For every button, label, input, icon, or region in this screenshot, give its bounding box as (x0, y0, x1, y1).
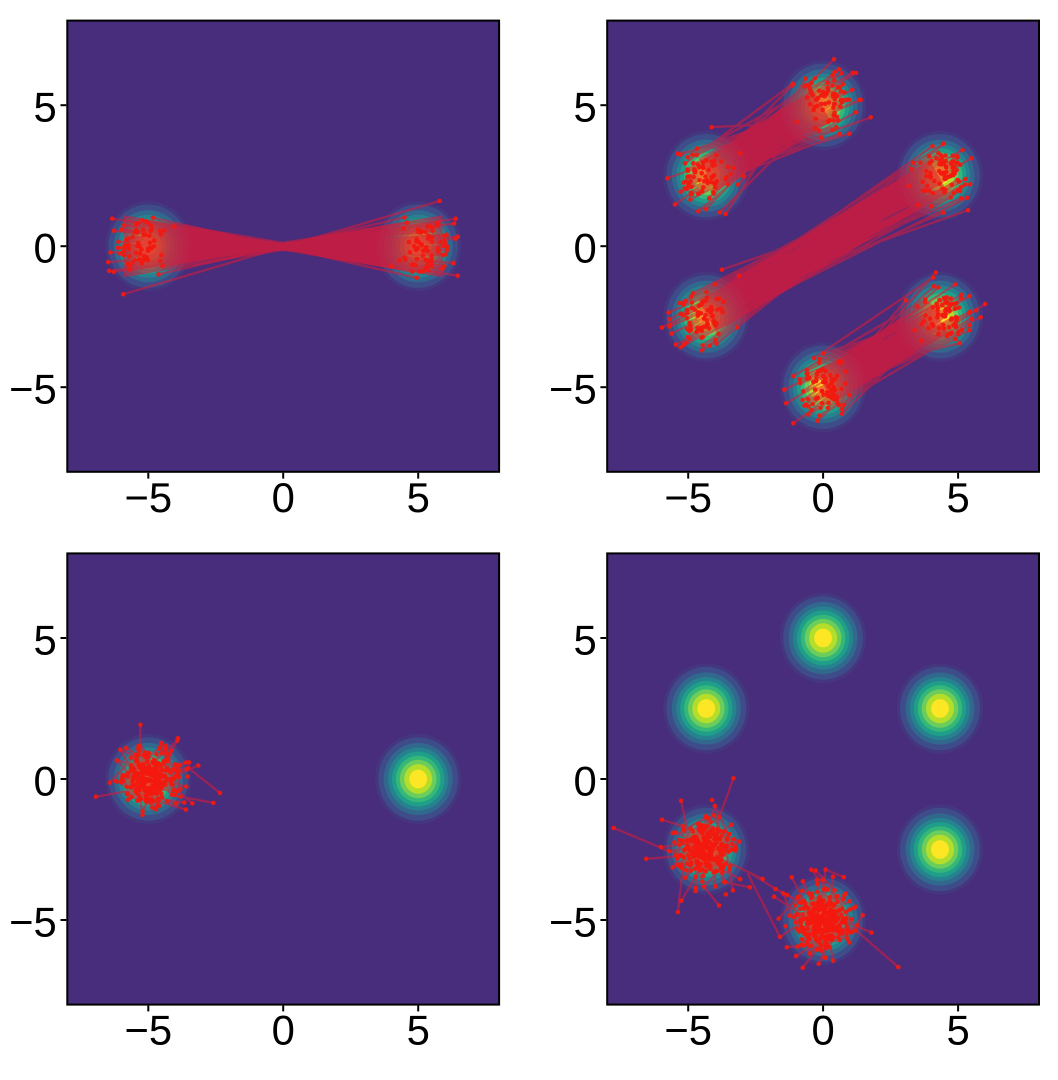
svg-text:0: 0 (272, 474, 295, 521)
svg-text:5: 5 (573, 616, 596, 663)
svg-text:5: 5 (573, 84, 596, 131)
svg-text:−5: −5 (664, 474, 712, 521)
svg-text:−5: −5 (9, 366, 57, 413)
svg-text:0: 0 (34, 225, 57, 272)
svg-text:5: 5 (34, 84, 57, 131)
svg-text:5: 5 (407, 1007, 430, 1054)
svg-text:−5: −5 (664, 1007, 712, 1054)
svg-text:−5: −5 (549, 366, 597, 413)
svg-text:0: 0 (573, 225, 596, 272)
svg-text:0: 0 (272, 1007, 295, 1054)
svg-text:0: 0 (811, 1007, 834, 1054)
svg-text:−5: −5 (124, 474, 172, 521)
svg-text:0: 0 (573, 757, 596, 804)
svg-text:5: 5 (34, 616, 57, 663)
svg-text:5: 5 (946, 1007, 969, 1054)
svg-text:−5: −5 (549, 898, 597, 945)
svg-text:0: 0 (811, 474, 834, 521)
svg-text:5: 5 (407, 474, 430, 521)
svg-text:5: 5 (946, 474, 969, 521)
svg-text:−5: −5 (124, 1007, 172, 1054)
svg-text:0: 0 (34, 757, 57, 804)
svg-text:−5: −5 (9, 898, 57, 945)
